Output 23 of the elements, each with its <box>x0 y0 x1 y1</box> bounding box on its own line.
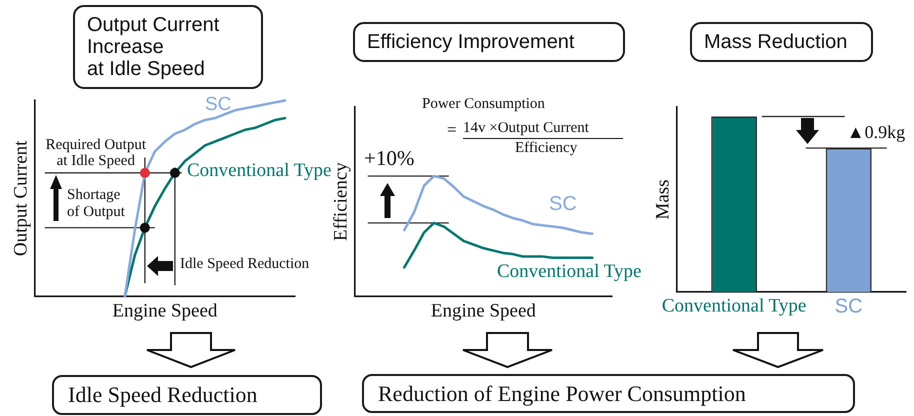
text: +10% <box>364 146 414 170</box>
y-axis-title: Efficiency <box>330 162 352 241</box>
text: Reduction of Engine Power Consumption <box>362 374 855 413</box>
text: 14v ×Output Current <box>463 120 623 138</box>
chart-title: Efficiency Improvement <box>353 22 625 62</box>
text: Efficiency <box>515 140 578 156</box>
x-axis-title: Engine Speed <box>112 300 218 322</box>
y-axis-title: Output Current <box>10 140 32 256</box>
ref-line-label: Required Output at Idle Speed <box>44 136 147 170</box>
y-axis-title: Mass <box>652 179 674 220</box>
chart-title: Mass Reduction <box>690 22 873 62</box>
chart-title: Output Current Increase at Idle Speed <box>73 5 263 89</box>
series-label: Conventional Type <box>497 261 642 283</box>
annotation: Idle Speed Reduction <box>180 256 310 272</box>
series-label: SC <box>205 94 232 116</box>
text: = <box>447 120 457 140</box>
text: Idle Speed Reduction <box>52 375 322 415</box>
annotation: Shortage of Output <box>67 187 126 220</box>
ref-line-label: ▲0.9kg <box>846 122 906 144</box>
text: Power Consumption <box>422 96 545 112</box>
x-axis-title: Engine Speed <box>430 300 536 322</box>
series-label: SC <box>549 193 577 215</box>
series-label: Conventional Type <box>187 160 332 182</box>
